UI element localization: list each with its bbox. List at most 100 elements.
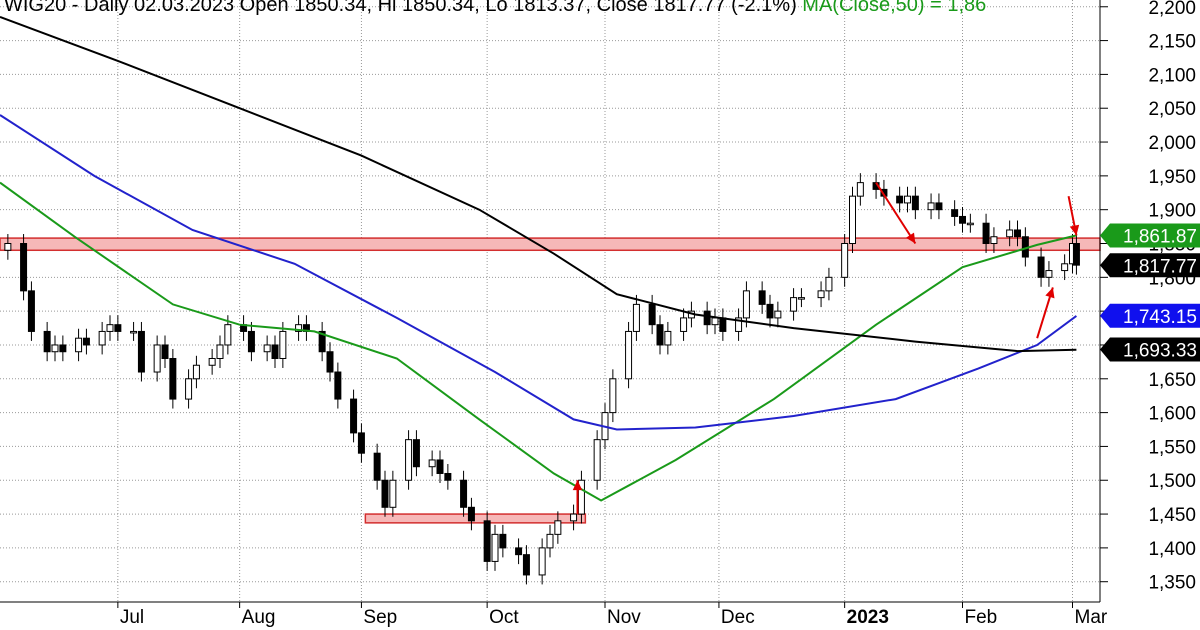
candle-body [43, 330, 51, 353]
candle-body [98, 330, 106, 346]
candle-body [412, 439, 420, 468]
annotation-arrows [572, 182, 1080, 515]
x-tick-label: 2023 [847, 607, 889, 628]
candle-body [405, 439, 413, 481]
candle-body [467, 506, 475, 522]
candle-body [680, 317, 688, 332]
candle-body [546, 533, 554, 549]
candles [4, 173, 1080, 585]
candle-body [625, 330, 633, 380]
y-tick-label: 1,350 [1148, 573, 1196, 594]
candle-body [742, 290, 750, 319]
candle-body [51, 344, 59, 353]
ma-line-2 [0, 114, 1077, 431]
y-tick-label: 2,000 [1148, 133, 1196, 154]
candle-body [570, 513, 578, 522]
candle-body [1061, 263, 1069, 272]
candle-body [436, 459, 444, 474]
candle-body [295, 324, 303, 332]
candle-body [137, 330, 145, 373]
y-tick-label: 1,650 [1148, 370, 1196, 391]
candle-body [951, 209, 959, 217]
candle-body [774, 310, 782, 319]
candle-body [927, 202, 935, 211]
candle-body [82, 337, 90, 346]
candle-body [982, 222, 990, 245]
candle-body [758, 290, 766, 305]
ma-line-1 [0, 181, 1077, 502]
chart-header: WIG20 - Daily 02.03.2023 Open 1850.34, H… [4, 0, 986, 17]
candle-body [279, 330, 287, 359]
x-tick-label: Nov [607, 607, 641, 628]
candle-body [554, 520, 562, 535]
candle-body [766, 303, 774, 319]
x-tick-label: Jul [120, 607, 144, 628]
candle-body [522, 554, 530, 576]
candle-body [460, 479, 468, 508]
candle-body [719, 317, 727, 332]
candle-body [609, 378, 617, 414]
annotation-arrowhead [905, 232, 916, 244]
annotation-arrowhead [572, 480, 583, 491]
y-tick-label: 2,100 [1148, 65, 1196, 86]
candle-body [841, 243, 849, 278]
x-tick-label: Sep [363, 607, 397, 628]
y-tick-label: 2,200 [1148, 0, 1196, 19]
y-tick-label: 1,900 [1148, 201, 1196, 222]
candle-body [703, 310, 711, 326]
candle-body [106, 324, 114, 332]
candle-body [271, 344, 279, 359]
candle-body [357, 432, 365, 454]
candle-body [263, 344, 271, 353]
candle-body [153, 344, 161, 373]
ma-line-3 [0, 15, 1077, 353]
candle-body [711, 317, 719, 326]
candle-body [208, 357, 216, 366]
candle-body [483, 520, 491, 562]
price-tag-label: 1,817.77 [1123, 256, 1197, 277]
header-ohlc: WIG20 - Daily 02.03.2023 Open 1850.34, H… [4, 0, 797, 16]
support-zone [364, 513, 587, 524]
annotation-arrowhead [1069, 224, 1080, 236]
candle-body [632, 303, 640, 332]
candle-body [334, 371, 342, 400]
resistance-zone [0, 237, 1101, 252]
y-tick-label: 1,600 [1148, 404, 1196, 425]
candle-body [381, 479, 389, 508]
candle-body [1014, 229, 1021, 238]
candle-body [224, 324, 232, 346]
candle-body [350, 398, 358, 434]
y-tick-label: 1,950 [1148, 167, 1196, 188]
x-tick-label: Oct [489, 607, 519, 628]
price-tag [1100, 253, 1200, 278]
candle-body [192, 364, 200, 380]
candle-body [1037, 256, 1045, 278]
candle-body [428, 459, 436, 468]
candle-body [959, 215, 966, 224]
moving-average-lines [0, 15, 1077, 502]
candle-body [247, 330, 255, 353]
candle-body [538, 547, 546, 576]
candle-body [373, 452, 381, 481]
candle-body [648, 303, 656, 326]
candle-body [4, 243, 12, 251]
ma-blue-tag-label: 1,743.15 [1123, 307, 1197, 328]
candle-body [389, 479, 397, 508]
candle-body [896, 195, 904, 204]
ma50-tag-label: 1,861.87 [1123, 226, 1197, 247]
candle-body [161, 344, 169, 359]
grid-lines [0, 0, 1100, 602]
candle-body [1072, 243, 1080, 266]
ma50-tag [1100, 223, 1200, 248]
candle-body [856, 182, 864, 197]
candle-body [797, 297, 805, 300]
candle-body [849, 195, 856, 245]
candle-body [216, 344, 224, 359]
candle-body [790, 297, 798, 312]
candle-body [326, 351, 334, 373]
x-tick-label: Dec [721, 607, 755, 628]
candle-body [491, 533, 499, 562]
candle-body [114, 324, 122, 332]
y-tick-label: 2,050 [1148, 99, 1196, 120]
